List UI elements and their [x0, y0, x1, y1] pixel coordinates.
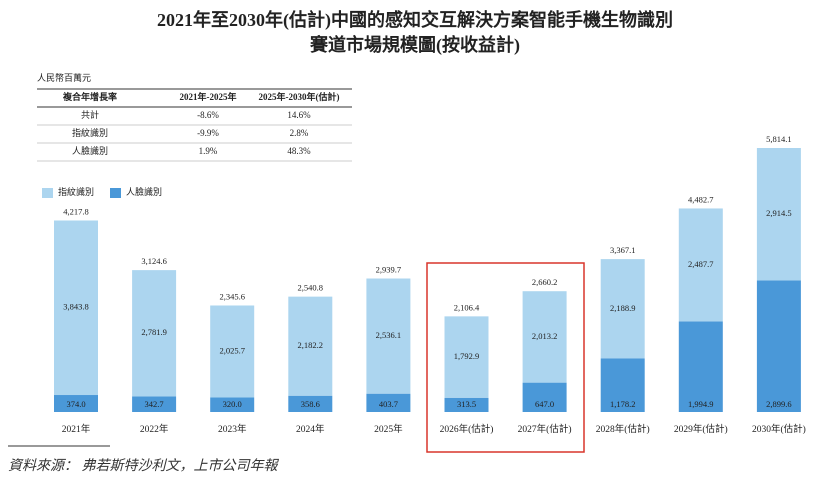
bar-segment	[132, 396, 177, 412]
table-cell: -9.9%	[197, 128, 219, 138]
bar-segment	[522, 291, 567, 383]
value-label: 1,994.9	[688, 399, 714, 409]
x-tick-label: 2024年	[296, 423, 325, 435]
x-tick-label: 2021年	[62, 423, 91, 435]
bar-segment	[756, 280, 801, 412]
legend-swatch	[110, 188, 121, 198]
x-tick-label: 2025年	[374, 423, 403, 435]
table-cell: 14.6%	[287, 110, 311, 120]
value-label: 374.0	[66, 399, 85, 409]
total-label: 2,345.6	[219, 291, 245, 301]
value-label: 2,781.9	[141, 327, 167, 337]
x-tick-label: 2027年(估計)	[518, 423, 572, 435]
total-label: 2,106.4	[454, 302, 480, 312]
table-cell: 48.3%	[287, 146, 311, 156]
x-tick-label: 2028年(估計)	[596, 423, 650, 435]
value-label: 2,487.7	[688, 259, 714, 269]
value-label: 1,792.9	[454, 351, 480, 361]
x-tick-label: 2030年(估計)	[752, 423, 806, 435]
bar-segment	[288, 296, 333, 396]
bar-segment	[366, 278, 411, 394]
total-label: 2,939.7	[376, 264, 402, 274]
bar-segment	[600, 358, 645, 412]
chart-title: 賽道市場規模圖(按收益計)	[309, 34, 520, 56]
bar-segment	[54, 395, 98, 412]
table-cell: 指紋識別	[72, 127, 108, 138]
value-label: 358.6	[301, 399, 320, 409]
value-label: 342.7	[145, 399, 164, 409]
value-label: 403.7	[379, 399, 398, 409]
table-cell: 人臉識別	[72, 145, 108, 156]
bar-segment	[444, 397, 489, 412]
bar-segment	[210, 397, 255, 412]
total-label: 4,482.7	[688, 194, 714, 204]
value-label: 3,843.8	[63, 302, 89, 312]
table-cell: 2.8%	[290, 128, 309, 138]
value-label: 647.0	[535, 399, 554, 409]
legend-label: 指紋識別	[58, 186, 94, 197]
bar-segment	[132, 270, 177, 397]
table-header: 複合年增長率	[62, 91, 117, 102]
total-label: 2,540.8	[298, 283, 324, 293]
value-label: 2,182.2	[298, 340, 324, 350]
value-label: 2,013.2	[532, 331, 558, 341]
table-cell: -8.6%	[197, 110, 219, 120]
legend-label: 人臉識別	[126, 186, 162, 197]
legend-swatch	[42, 188, 53, 198]
x-tick-label: 2026年(估計)	[440, 423, 494, 435]
bar-segment	[756, 148, 801, 281]
bar-segment	[54, 220, 98, 396]
table-unit: 人民幣百萬元	[37, 72, 91, 83]
value-label: 2,188.9	[610, 303, 636, 313]
chart-title: 2021年至2030年(估計)中國的感知交互解決方案智能手機生物識別	[157, 9, 673, 31]
value-label: 1,178.2	[610, 399, 636, 409]
bar-segment	[366, 393, 411, 412]
table-cell: 1.9%	[199, 146, 218, 156]
x-tick-label: 2029年(估計)	[674, 423, 728, 435]
total-label: 3,124.6	[141, 256, 167, 266]
value-label: 313.5	[457, 399, 476, 409]
table-header: 2025年-2030年(估計)	[259, 91, 340, 102]
total-label: 5,814.1	[766, 134, 792, 144]
bar-segment	[678, 208, 723, 322]
bar-segment	[678, 321, 723, 412]
highlight-box	[426, 262, 585, 453]
bar-segment	[600, 259, 645, 359]
value-label: 2,025.7	[219, 345, 245, 355]
source: 資料來源： 弗若斯特沙利文，上市公司年報	[8, 458, 279, 474]
total-label: 2,660.2	[532, 277, 558, 287]
table-header: 2021年-2025年	[180, 91, 237, 102]
value-label: 2,536.1	[376, 330, 402, 340]
value-label: 2,899.6	[766, 399, 792, 409]
bar-segment	[522, 382, 567, 412]
bar-segment	[288, 395, 333, 412]
table-cell: 共計	[81, 109, 99, 120]
value-label: 2,914.5	[766, 208, 792, 218]
value-label: 320.0	[223, 399, 242, 409]
total-label: 4,217.8	[63, 206, 89, 216]
total-label: 3,367.1	[610, 245, 636, 255]
bar-segment	[444, 316, 489, 398]
x-tick-label: 2023年	[218, 423, 247, 435]
x-tick-label: 2022年	[140, 423, 169, 435]
bar-segment	[210, 305, 255, 398]
